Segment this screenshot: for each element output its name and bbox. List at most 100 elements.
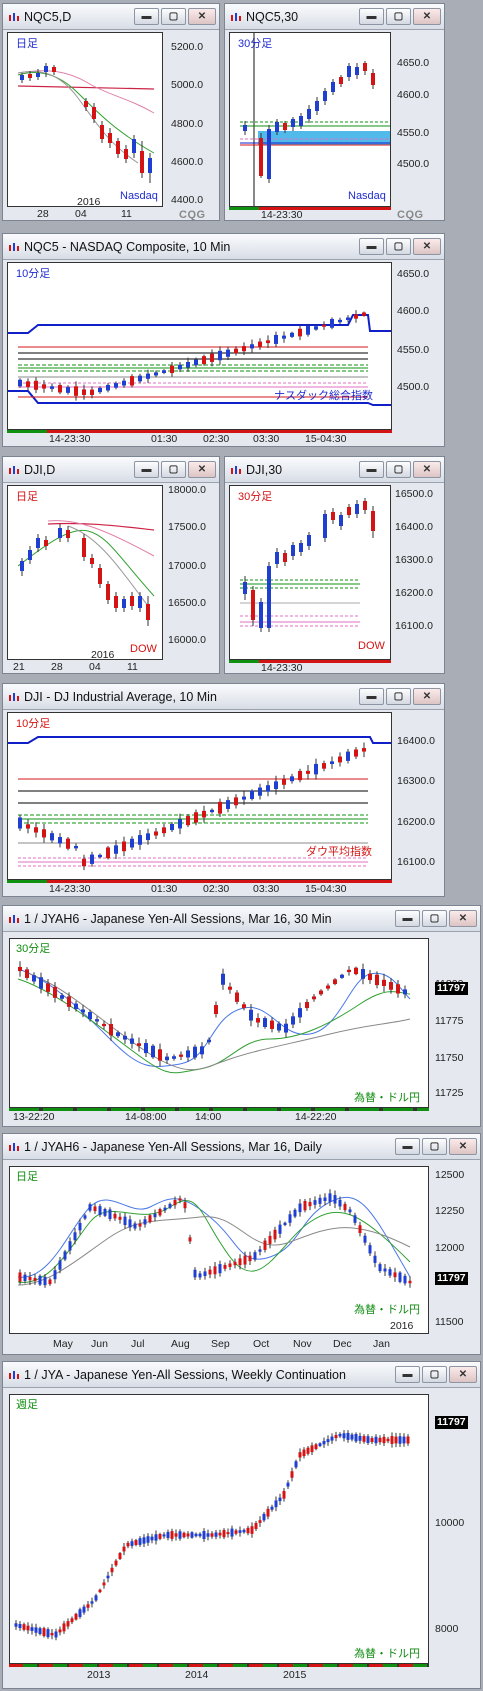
chart-plot-area[interactable]: 日足 Nasdaq — [7, 32, 163, 207]
time-axis[interactable]: 28 04 11 — [7, 207, 163, 220]
maximize-button[interactable]: ▢ — [161, 8, 186, 25]
time-axis[interactable]: 21 28 04 11 — [7, 660, 163, 673]
maximize-button[interactable]: ▢ — [422, 1138, 447, 1155]
chart-plot-area[interactable]: 10分足 ナスダック総合指数 — [7, 262, 392, 430]
maximize-button[interactable]: ▢ — [422, 1366, 447, 1383]
instrument-label: DOW — [130, 643, 157, 655]
minimize-button[interactable]: ▬ — [395, 1366, 420, 1383]
candle-body — [263, 1018, 267, 1027]
title-bar[interactable]: 1 / JYA - Japanese Yen-All Sessions, Wee… — [3, 1362, 480, 1388]
maximize-button[interactable]: ▢ — [422, 910, 447, 927]
candle-body — [154, 1534, 158, 1541]
chart-plot-area[interactable]: 30分足 Nasdaq — [229, 32, 391, 207]
minimize-button[interactable]: ▬ — [395, 1138, 420, 1155]
title-bar[interactable]: DJI - DJ Industrial Average, 10 Min ▬ ▢ ✕ — [3, 684, 444, 710]
maximize-button[interactable]: ▢ — [386, 461, 411, 478]
candle-body — [102, 1582, 106, 1586]
close-button[interactable]: ✕ — [413, 688, 441, 705]
price-axis[interactable]: 16400.0 16300.0 16200.0 16100.0 — [393, 712, 444, 880]
close-button[interactable]: ✕ — [449, 910, 477, 927]
price-axis[interactable]: 5200.0 5000.0 4800.0 4600.0 4400.0 — [165, 32, 219, 207]
minimize-icon: ▬ — [402, 912, 413, 924]
candle-body — [198, 1273, 202, 1278]
minimize-button[interactable]: ▬ — [359, 238, 384, 255]
title-bar[interactable]: NQC5,D ▬ ▢ ✕ — [3, 4, 219, 30]
candle-body — [214, 1532, 218, 1537]
title-bar[interactable]: NQC5 - NASDAQ Composite, 10 Min ▬ ▢ ✕ — [3, 234, 444, 260]
time-axis[interactable]: 13-22:20 14-08:00 14:00 14-22:20 — [9, 1108, 429, 1124]
maximize-button[interactable]: ▢ — [386, 238, 411, 255]
title-bar[interactable]: DJI,D ▬ ▢ ✕ — [3, 457, 219, 483]
x-tick: 02:30 — [203, 883, 230, 895]
price-axis[interactable]: 12000 11797 10000 8000 — [431, 1394, 480, 1664]
candle-body — [382, 1436, 386, 1444]
price-axis[interactable]: 16500.0 16400.0 16300.0 16200.0 16100.0 — [393, 485, 444, 660]
maximize-button[interactable]: ▢ — [386, 8, 411, 25]
candle-body — [170, 365, 174, 374]
current-price-box: 11797 — [435, 1416, 468, 1429]
close-button[interactable]: ✕ — [188, 461, 216, 478]
close-button[interactable]: ✕ — [449, 1138, 477, 1155]
minimize-button[interactable]: ▬ — [134, 8, 159, 25]
candle-body — [58, 385, 62, 393]
title-bar[interactable]: 1 / JYAH6 - Japanese Yen-All Sessions, M… — [3, 1134, 480, 1160]
close-button[interactable]: ✕ — [188, 8, 216, 25]
candle-body — [258, 1249, 262, 1252]
chart-plot-area[interactable]: 30分足 DOW — [229, 485, 391, 660]
minimize-button[interactable]: ▬ — [359, 688, 384, 705]
time-axis[interactable]: 14-23:30 — [229, 207, 391, 220]
candle-body — [38, 1275, 42, 1285]
app-icon — [9, 1143, 19, 1151]
title-bar[interactable]: DJI,30 ▬ ▢ ✕ — [225, 457, 444, 483]
close-button[interactable]: ✕ — [413, 238, 441, 255]
candle-body — [25, 969, 29, 978]
candle-body — [218, 801, 222, 814]
chart-plot-area[interactable]: 日足 為替・ドル円 2016 — [9, 1166, 429, 1334]
chart-plot-area[interactable]: 10分足 ダウ平均指数 — [7, 712, 392, 880]
candle-body — [233, 1261, 237, 1266]
candle-body — [383, 1268, 387, 1272]
y-tick: 11775 — [435, 1015, 464, 1027]
price-axis[interactable]: 11800 11797 11775 11750 11725 — [431, 938, 480, 1108]
title-bar[interactable]: NQC5,30 ▬ ▢ ✕ — [225, 4, 444, 30]
minimize-button[interactable]: ▬ — [359, 461, 384, 478]
candle-body — [208, 1269, 212, 1275]
time-axis[interactable]: 14-23:30 01:30 02:30 03:30 15-04:30 — [7, 430, 392, 446]
candle-body — [202, 1531, 206, 1539]
price-axis[interactable]: 4650.0 4600.0 4550.0 4500.0 — [393, 32, 444, 207]
price-axis[interactable]: 18000.0 17500.0 17000.0 16500.0 16000.0 — [165, 485, 219, 660]
candle-body — [249, 1009, 253, 1021]
candle-body — [88, 1204, 92, 1211]
minimize-button[interactable]: ▬ — [395, 910, 420, 927]
close-button[interactable]: ✕ — [449, 1366, 477, 1383]
close-button[interactable]: ✕ — [413, 461, 441, 478]
x-tick: 2013 — [87, 1669, 111, 1681]
minimize-button[interactable]: ▬ — [134, 461, 159, 478]
maximize-button[interactable]: ▢ — [161, 461, 186, 478]
time-axis[interactable]: May Jun Jul Aug Sep Oct Nov Dec Jan — [9, 1334, 429, 1352]
candle-body — [178, 1198, 182, 1201]
candle-body — [194, 812, 198, 823]
candle-body — [178, 819, 182, 829]
title-bar[interactable]: 1 / JYAH6 - Japanese Yen-All Sessions, M… — [3, 906, 480, 932]
candle-body — [188, 1237, 192, 1242]
time-axis[interactable]: 14-23:30 — [229, 660, 391, 673]
maximize-button[interactable]: ▢ — [386, 688, 411, 705]
y-tick: 16400.0 — [395, 521, 433, 533]
price-axis[interactable]: 12500 12250 12000 11750 11797 11500 — [431, 1166, 480, 1334]
chart-plot-area[interactable]: 日足 DOW — [7, 485, 163, 660]
chart-plot-area[interactable]: 週足 為替・ドル円 — [9, 1394, 429, 1664]
close-button[interactable]: ✕ — [413, 8, 441, 25]
price-axis[interactable]: 4650.0 4600.0 4550.0 4500.0 — [393, 262, 444, 430]
time-axis[interactable]: 14-23:30 01:30 02:30 03:30 15-04:30 — [7, 880, 392, 896]
candle-body — [322, 1440, 326, 1445]
candle-body — [338, 1433, 342, 1437]
chart-plot-area[interactable]: 30分足 為替・ドル円 — [9, 938, 429, 1108]
candle-body — [286, 1482, 290, 1487]
minimize-button[interactable]: ▬ — [359, 8, 384, 25]
time-axis[interactable]: 2013 2014 2015 — [9, 1664, 429, 1686]
candle-body — [226, 800, 230, 809]
candle-body — [346, 1432, 350, 1440]
candle-body — [123, 1035, 127, 1040]
y-tick: 12250 — [435, 1205, 465, 1217]
